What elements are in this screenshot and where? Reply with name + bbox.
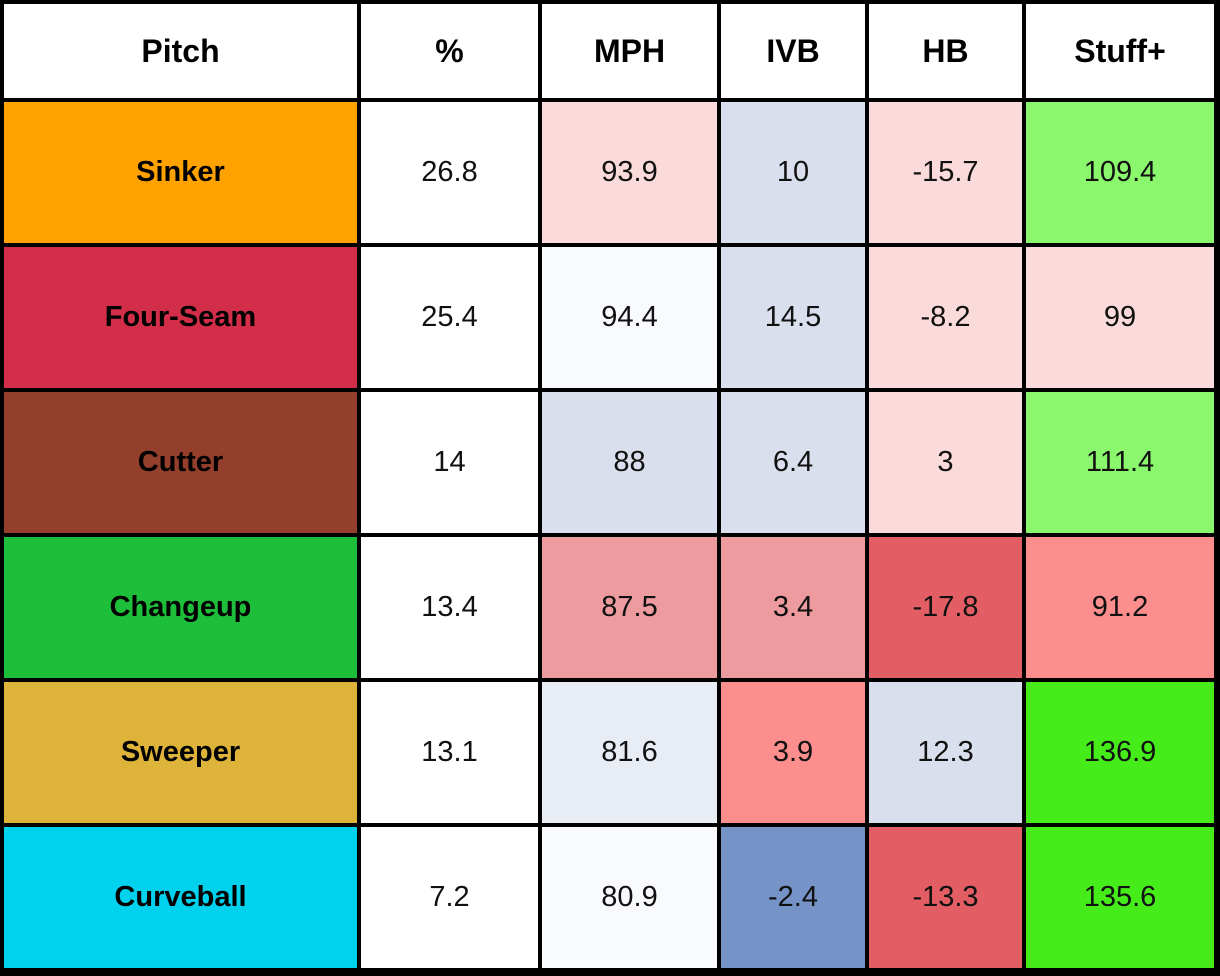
stuff-plus-cell: 136.9 bbox=[1026, 682, 1214, 823]
pitch-name-cell: Curveball bbox=[4, 827, 357, 968]
stuff-plus-cell: 91.2 bbox=[1026, 537, 1214, 678]
header-ivb: IVB bbox=[721, 4, 865, 98]
header-stuff-plus: Stuff+ bbox=[1026, 4, 1214, 98]
pitch-name-cell: Cutter bbox=[4, 392, 357, 533]
ivb-cell: 6.4 bbox=[721, 392, 865, 533]
pitch-name-cell: Four-Seam bbox=[4, 247, 357, 388]
percent-cell: 14 bbox=[361, 392, 538, 533]
mph-cell: 94.4 bbox=[542, 247, 717, 388]
header-pitch: Pitch bbox=[4, 4, 357, 98]
percent-cell: 13.4 bbox=[361, 537, 538, 678]
ivb-cell: 10 bbox=[721, 102, 865, 243]
mph-cell: 80.9 bbox=[542, 827, 717, 968]
percent-cell: 26.8 bbox=[361, 102, 538, 243]
header-percent: % bbox=[361, 4, 538, 98]
pitch-name-cell: Changeup bbox=[4, 537, 357, 678]
percent-cell: 13.1 bbox=[361, 682, 538, 823]
ivb-cell: -2.4 bbox=[721, 827, 865, 968]
percent-cell: 25.4 bbox=[361, 247, 538, 388]
percent-cell: 7.2 bbox=[361, 827, 538, 968]
mph-cell: 81.6 bbox=[542, 682, 717, 823]
hb-cell: -13.3 bbox=[869, 827, 1022, 968]
hb-cell: -15.7 bbox=[869, 102, 1022, 243]
ivb-cell: 14.5 bbox=[721, 247, 865, 388]
mph-cell: 93.9 bbox=[542, 102, 717, 243]
header-mph: MPH bbox=[542, 4, 717, 98]
header-hb: HB bbox=[869, 4, 1022, 98]
pitch-name-cell: Sweeper bbox=[4, 682, 357, 823]
stuff-plus-cell: 111.4 bbox=[1026, 392, 1214, 533]
mph-cell: 87.5 bbox=[542, 537, 717, 678]
ivb-cell: 3.4 bbox=[721, 537, 865, 678]
stuff-plus-cell: 99 bbox=[1026, 247, 1214, 388]
hb-cell: -8.2 bbox=[869, 247, 1022, 388]
stuff-plus-cell: 109.4 bbox=[1026, 102, 1214, 243]
stuff-plus-cell: 135.6 bbox=[1026, 827, 1214, 968]
ivb-cell: 3.9 bbox=[721, 682, 865, 823]
pitch-name-cell: Sinker bbox=[4, 102, 357, 243]
hb-cell: -17.8 bbox=[869, 537, 1022, 678]
hb-cell: 3 bbox=[869, 392, 1022, 533]
hb-cell: 12.3 bbox=[869, 682, 1022, 823]
mph-cell: 88 bbox=[542, 392, 717, 533]
